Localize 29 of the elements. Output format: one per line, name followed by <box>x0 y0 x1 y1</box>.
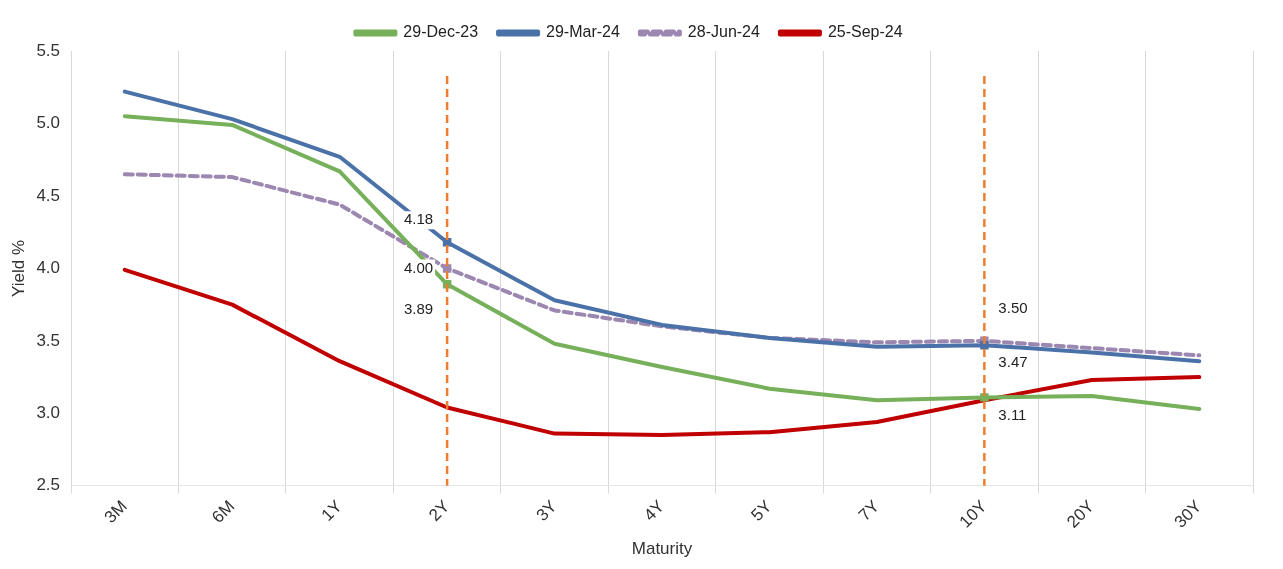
y-tick-label: 4.0 <box>36 258 61 278</box>
x-tick-label: 2Y <box>425 496 454 525</box>
x-tick-label: 4Y <box>640 496 669 525</box>
y-axis-title: Yield % <box>8 239 28 297</box>
y-tick-label: 2.5 <box>36 475 61 495</box>
y-tick-label: 3.5 <box>36 330 61 350</box>
y-tick-label: 5.0 <box>36 113 61 133</box>
x-tick-label: 7Y <box>854 496 884 525</box>
x-tick-label: 6M <box>208 496 239 527</box>
y-tick-label: 5.5 <box>36 40 61 60</box>
data-label: 3.47 <box>998 353 1028 371</box>
data-label: 4.00 <box>403 258 434 276</box>
x-tick-label: 5Y <box>747 496 776 525</box>
x-axis-title: Maturity <box>631 539 693 559</box>
x-tick-label: 3Y <box>532 496 561 525</box>
y-tick-label: 4.5 <box>36 185 61 205</box>
data-label: 3.11 <box>998 405 1027 423</box>
data-label: 4.18 <box>403 210 434 228</box>
y-tick-label: 3.0 <box>36 403 61 423</box>
legend-label: 25-Sep-24 <box>827 23 903 41</box>
legend-label: 29-Mar-24 <box>546 23 620 41</box>
line-series <box>122 172 1202 358</box>
legend-label: 28-Jun-24 <box>687 23 761 41</box>
x-tick-label: 30Y <box>1170 496 1206 532</box>
legend-label: 29-Dec-23 <box>403 23 479 41</box>
data-label: 3.89 <box>403 300 434 318</box>
data-label: 3.50 <box>998 299 1028 316</box>
x-tick-label: 1Y <box>317 496 346 525</box>
x-tick-label: 3M <box>100 496 131 527</box>
